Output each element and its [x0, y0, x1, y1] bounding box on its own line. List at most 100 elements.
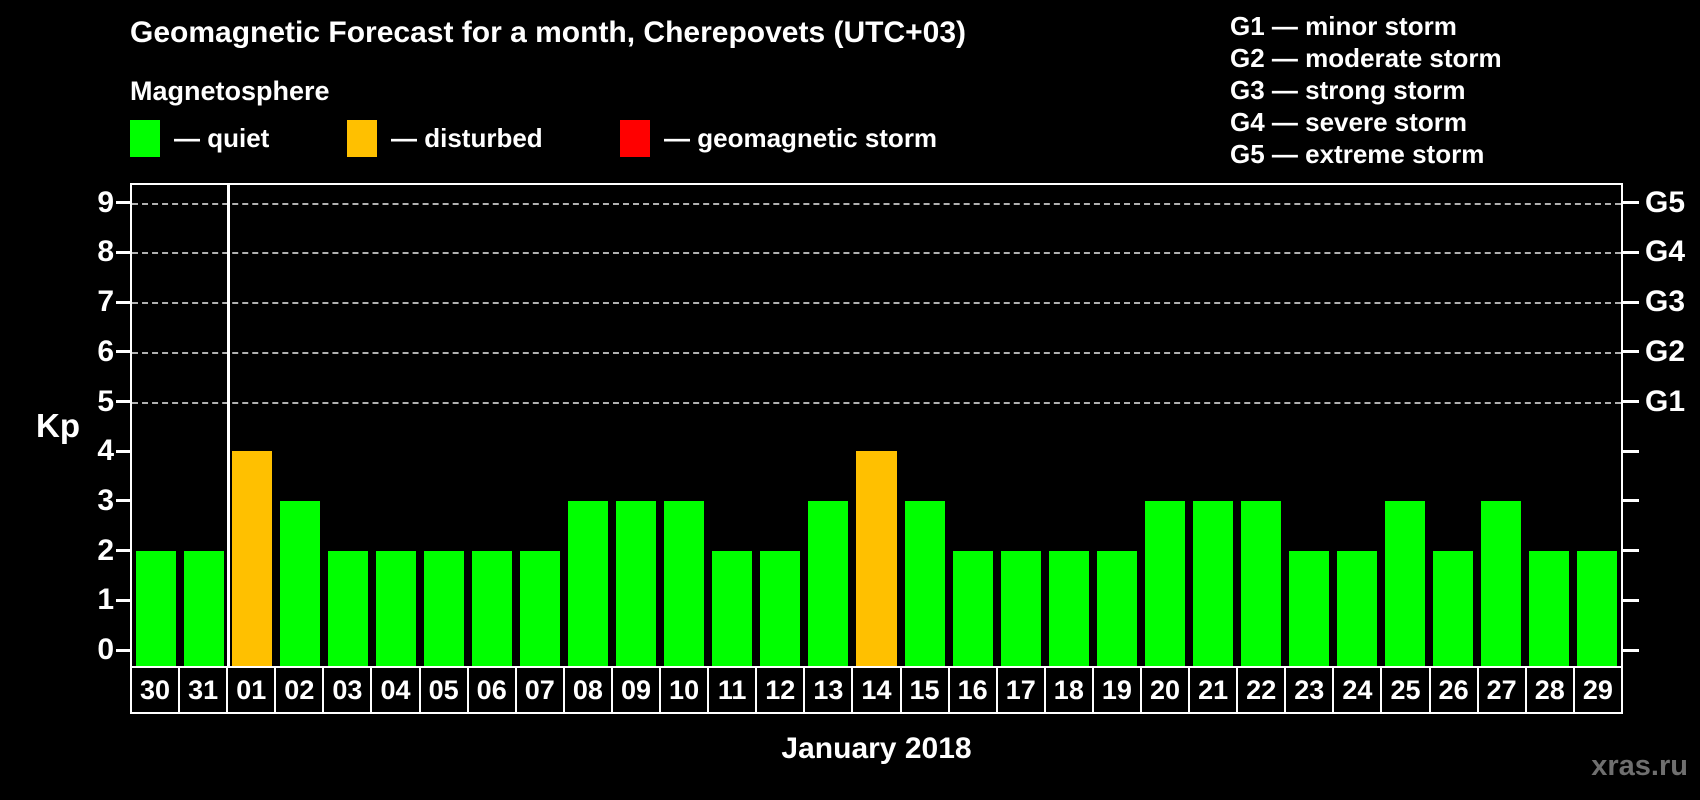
day-label-17: 17	[998, 668, 1046, 712]
bar-day-07	[520, 550, 561, 666]
right-axis-tick-8	[1623, 250, 1639, 254]
y-tick-label-8: 8	[97, 235, 114, 269]
right-axis-label-g4: G4	[1645, 235, 1686, 269]
bar-day-01	[232, 451, 273, 666]
bar-day-15	[904, 500, 945, 666]
y-tick-label-0: 0	[97, 633, 114, 666]
y-tick-label-4: 4	[97, 434, 114, 468]
bar-day-25	[1384, 500, 1425, 666]
right-axis-tick-0	[1623, 648, 1639, 652]
bar-day-21	[1192, 500, 1233, 666]
legend-label-quiet: — quiet	[174, 122, 270, 153]
day-label-10: 10	[661, 668, 710, 712]
bar-day-16	[952, 550, 993, 666]
g-legend-line-g2: G2 — moderate storm	[1230, 43, 1502, 73]
y-axis-title: Kp	[36, 407, 80, 444]
right-axis-tick-9	[1623, 201, 1639, 205]
day-label-05: 05	[421, 668, 469, 712]
day-label-26: 26	[1431, 668, 1479, 712]
left-axis-tick-3	[116, 499, 130, 503]
bar-day-24	[1336, 550, 1377, 666]
bar-day-29	[1576, 550, 1617, 666]
day-label-14: 14	[853, 668, 902, 712]
bar-day-10	[664, 500, 705, 666]
g-legend-line-g3: G3 — strong storm	[1230, 75, 1466, 105]
right-axis-tick-5	[1623, 400, 1639, 403]
left-axis-tick-4	[116, 449, 130, 453]
bar-day-18	[1048, 550, 1089, 666]
y-tick-label-1: 1	[97, 583, 114, 617]
legend-label-storm: — geomagnetic storm	[664, 122, 938, 153]
right-axis-tick-7	[1623, 300, 1639, 304]
y-tick-label-7: 7	[97, 285, 114, 319]
bar-day-31	[184, 550, 225, 666]
legend-label-disturbed: — disturbed	[391, 122, 543, 153]
bar-day-04	[376, 550, 417, 666]
gridline-kp-8	[132, 252, 1621, 255]
day-label-25: 25	[1382, 668, 1431, 712]
bar-day-11	[712, 550, 753, 666]
left-axis-tick-6	[116, 350, 130, 354]
left-axis-tick-0	[116, 648, 130, 652]
bar-day-13	[808, 500, 849, 666]
day-label-06: 06	[469, 668, 517, 712]
bar-day-08	[568, 500, 609, 666]
gridline-kp-9	[132, 202, 1621, 205]
day-label-01: 01	[228, 668, 277, 712]
right-axis-tick-1	[1623, 598, 1639, 602]
bar-day-22	[1240, 500, 1281, 666]
gridline-kp-5	[132, 401, 1621, 404]
right-axis-label-g2: G2	[1645, 334, 1686, 368]
plot-area	[130, 183, 1623, 668]
left-axis-tick-5	[116, 400, 130, 403]
day-label-28: 28	[1527, 668, 1575, 712]
right-axis-tick-2	[1623, 549, 1639, 553]
bar-day-12	[760, 550, 801, 666]
legend-item-quiet: — quiet	[130, 118, 269, 158]
y-tick-label-6: 6	[97, 334, 114, 368]
day-label-15: 15	[902, 668, 950, 712]
right-axis-label-g1: G1	[1645, 384, 1686, 418]
day-label-31: 31	[180, 668, 229, 712]
day-label-12: 12	[757, 668, 806, 712]
bar-day-23	[1288, 550, 1329, 666]
bar-day-14	[856, 451, 897, 666]
left-axis-tick-2	[116, 549, 130, 553]
y-tick-label-9: 9	[97, 185, 114, 219]
right-axis-tick-4	[1623, 449, 1639, 453]
day-label-23: 23	[1286, 668, 1335, 712]
y-tick-label-5: 5	[97, 384, 114, 418]
y-tick-label-2: 2	[97, 533, 114, 567]
left-axis-tick-7	[116, 300, 130, 304]
day-label-02: 02	[276, 668, 325, 712]
g-legend-line-g4: G4 — severe storm	[1230, 107, 1468, 137]
right-axis-label-g5: G5	[1645, 185, 1686, 219]
day-label-18: 18	[1046, 668, 1094, 712]
day-label-29: 29	[1582, 674, 1613, 705]
legend-item-disturbed: — disturbed	[347, 118, 543, 158]
day-label-13: 13	[805, 668, 854, 712]
day-label-04: 04	[372, 668, 421, 712]
bar-day-26	[1432, 550, 1473, 666]
storm-swatch-icon	[620, 119, 650, 157]
bar-day-06	[472, 550, 513, 666]
bar-day-02	[280, 500, 321, 666]
day-label-30: 30	[132, 668, 181, 712]
bar-day-20	[1144, 500, 1185, 666]
quiet-swatch-icon	[130, 119, 160, 157]
day-label-21: 21	[1190, 668, 1239, 712]
x-axis-title: January 2018	[781, 732, 972, 765]
day-label-20: 20	[1142, 668, 1191, 712]
day-label-22: 22	[1238, 668, 1287, 712]
g-legend-line-g1: G1 — minor storm	[1230, 11, 1457, 41]
month-separator-line	[226, 185, 230, 666]
chart-subtitle: Magnetosphere	[130, 76, 330, 106]
right-axis-label-g3: G3	[1645, 285, 1686, 319]
legend-item-storm: — geomagnetic storm	[620, 118, 937, 158]
g-legend-line-g5: G5 — extreme storm	[1230, 139, 1485, 169]
right-axis-tick-6	[1623, 350, 1639, 354]
day-label-09: 09	[613, 668, 662, 712]
bar-day-27	[1480, 500, 1521, 666]
day-label-08: 08	[565, 668, 613, 712]
